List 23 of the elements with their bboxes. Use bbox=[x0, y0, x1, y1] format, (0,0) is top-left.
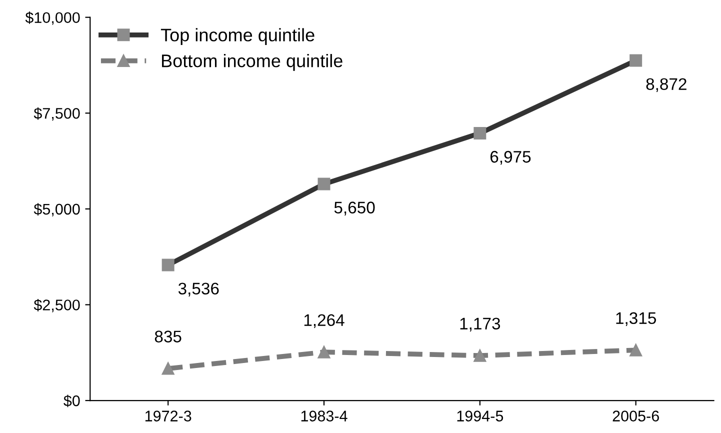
y-tick-label: $7,500 bbox=[34, 107, 80, 121]
point bbox=[318, 346, 330, 358]
data-label: 1,315 bbox=[616, 312, 656, 326]
y-tick-label: $10,000 bbox=[25, 12, 80, 25]
y-tick-label: $2,500 bbox=[34, 298, 80, 312]
point bbox=[162, 362, 174, 375]
x-tick-label: 2005-6 bbox=[612, 410, 659, 422]
data-label: 6,975 bbox=[490, 150, 531, 165]
data-label: 5,650 bbox=[334, 202, 375, 216]
point bbox=[630, 344, 642, 356]
legend-label: Bottom income quintile bbox=[162, 54, 342, 71]
y-tick-label: $0 bbox=[64, 394, 80, 408]
y-tick-label: $5,000 bbox=[34, 203, 80, 216]
point bbox=[474, 349, 486, 362]
data-label: 3,536 bbox=[178, 282, 219, 296]
x-tick-label: 1994-5 bbox=[457, 410, 504, 422]
x-tick-label: 1983-4 bbox=[301, 410, 348, 422]
legend-label: Top income quintile bbox=[160, 28, 314, 45]
data-label: 835 bbox=[154, 330, 182, 342]
data-label: 1,173 bbox=[460, 318, 500, 332]
data-label: 1,264 bbox=[304, 314, 344, 328]
x-tick-label: 1972-3 bbox=[145, 410, 192, 422]
data-label: 8,872 bbox=[646, 78, 686, 92]
